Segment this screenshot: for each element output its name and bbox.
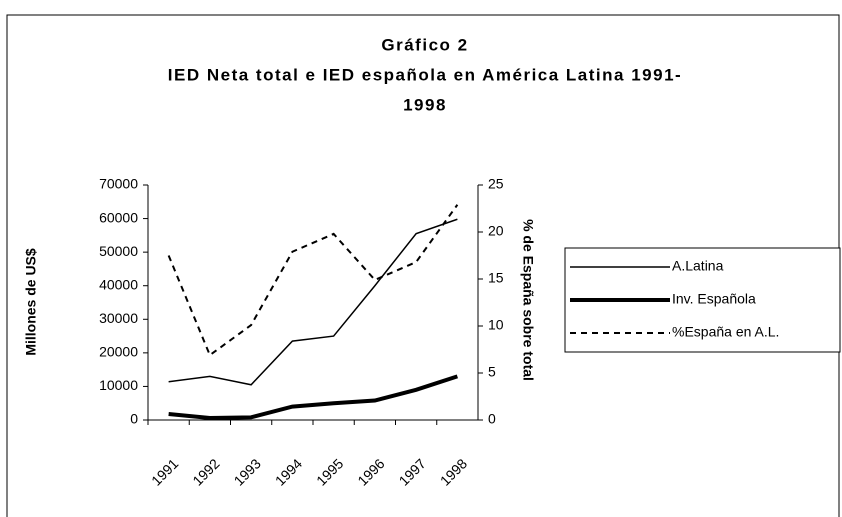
y-tick-label: 0 — [130, 411, 138, 427]
y2-tick-label: 25 — [488, 176, 504, 192]
y-tick-label: 60000 — [99, 209, 138, 225]
chart-title: IED Neta total e IED española en América… — [168, 65, 682, 84]
y-tick-label: 70000 — [99, 176, 138, 192]
y2-tick-label: 0 — [488, 411, 496, 427]
y2-tick-label: 15 — [488, 270, 504, 286]
y-tick-label: 50000 — [99, 243, 138, 259]
y2-tick-label: 10 — [488, 317, 504, 333]
chart-title: 1998 — [403, 95, 447, 114]
series-line — [167, 204, 459, 357]
y-tick-label: 20000 — [99, 344, 138, 360]
y-tick-label: 30000 — [99, 310, 138, 326]
y-tick-label: 40000 — [99, 276, 138, 292]
y2-tick-label: 5 — [488, 364, 496, 380]
y-tick-label: 10000 — [99, 377, 138, 393]
y2-axis-label: % de España sobre total — [520, 219, 536, 381]
legend-label: %España en A.L. — [672, 324, 779, 340]
chart-title: Gráfico 2 — [381, 35, 468, 54]
y-axis-label: Millones de US$ — [23, 248, 39, 356]
legend-label: A.Latina — [672, 258, 724, 274]
series-line — [168, 374, 458, 420]
y2-tick-label: 20 — [488, 223, 504, 239]
legend-label: Inv. Española — [672, 291, 756, 307]
series-line — [168, 218, 458, 386]
